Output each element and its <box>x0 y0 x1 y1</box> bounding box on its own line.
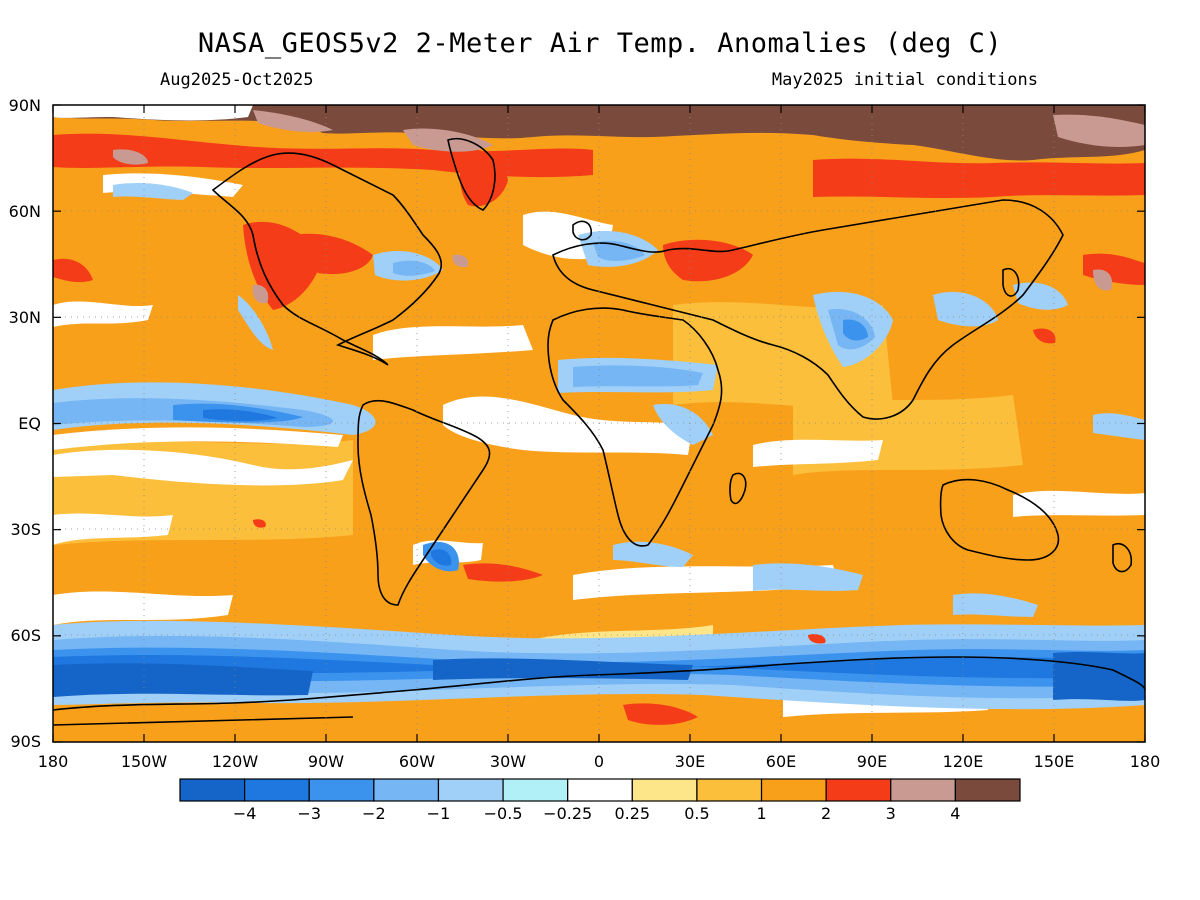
lat-labels: 90N 60N 30N EQ 30S 60S 90S <box>9 96 41 751</box>
coastlines <box>52 138 1146 726</box>
colorbar-swatch <box>825 778 892 802</box>
graticule <box>53 105 1145 742</box>
colorbar-label: −0.25 <box>543 804 592 823</box>
colorbar-swatch <box>244 778 310 802</box>
greenland-coast <box>447 138 496 211</box>
colorbar-label: −0.5 <box>484 804 523 823</box>
colorbar-label: 1 <box>756 804 766 823</box>
colorbar-swatch <box>308 778 375 802</box>
colorbar-boxes <box>179 778 1021 802</box>
extreme-regions <box>53 105 1145 304</box>
colorbar-swatch <box>567 778 633 802</box>
forecast-period: Aug2025-Oct2025 <box>160 70 314 90</box>
colorbar-swatch <box>890 778 956 802</box>
new-zealand-coast <box>1112 543 1133 573</box>
africa-coast <box>547 307 723 547</box>
lon-label: 30W <box>490 752 526 771</box>
lat-label: 90N <box>9 96 41 115</box>
lon-label: 150E <box>1034 752 1075 771</box>
lat-label: 30N <box>9 308 41 327</box>
japan-coast <box>1002 268 1020 297</box>
colorbar-label: 4 <box>950 804 960 823</box>
map-title: NASA_GEOS5v2 2-Meter Air Temp. Anomalies… <box>197 28 1003 59</box>
colorbar-swatch <box>760 778 827 802</box>
lon-labels: 180 150W 120W 90W 60W 30W 0 30E 60E 90E … <box>38 752 1161 771</box>
map-canvas: 180 150W 120W 90W 60W 30W 0 30E 60E 90E … <box>9 96 1161 771</box>
colorbar-swatch <box>179 778 246 802</box>
lon-label: 90E <box>857 752 887 771</box>
lon-label: 30E <box>675 752 705 771</box>
colorbar-label: 3 <box>886 804 896 823</box>
colorbar-label: −4 <box>233 804 257 823</box>
south-america-coast <box>357 400 491 606</box>
colorbar-label: −1 <box>427 804 451 823</box>
colorbar-swatch <box>631 778 698 802</box>
lat-label: 60S <box>10 626 41 645</box>
australia-coast <box>939 478 1060 561</box>
colorbar-swatch <box>696 778 763 802</box>
lat-label: 30S <box>10 520 41 539</box>
colorbar-swatch <box>954 778 1021 802</box>
madagascar-coast <box>729 472 747 505</box>
colorbar: −4 −3 −2 −1 −0.5 −0.25 0.25 0.5 1 2 3 4 <box>179 778 1021 823</box>
lon-label: 120W <box>212 752 259 771</box>
lon-label: 90W <box>308 752 344 771</box>
lon-label: 60E <box>766 752 796 771</box>
lon-label: 150W <box>121 752 168 771</box>
lat-label: 90S <box>10 732 41 751</box>
north-america-coast <box>211 152 443 366</box>
lon-label: 120E <box>943 752 984 771</box>
colorbar-label: −3 <box>297 804 321 823</box>
colorbar-label: 0.25 <box>614 804 650 823</box>
colorbar-label: 0.5 <box>684 804 709 823</box>
antarctica-coast <box>52 656 1146 726</box>
axis-ticks <box>52 104 1146 743</box>
lon-label: 180 <box>38 752 69 771</box>
eurasia-coast <box>552 199 1064 420</box>
lon-label: 0 <box>594 752 604 771</box>
initial-conditions: May2025 initial conditions <box>771 70 1038 90</box>
colorbar-labels: −4 −3 −2 −1 −0.5 −0.25 0.25 0.5 1 2 3 4 <box>233 804 961 823</box>
colorbar-swatch <box>437 778 504 802</box>
colorbar-label: −2 <box>362 804 386 823</box>
colorbar-swatch <box>502 778 569 802</box>
british-isles-coast <box>572 220 593 241</box>
lat-label: EQ <box>18 414 41 433</box>
colorbar-label: 2 <box>821 804 831 823</box>
colorbar-swatch <box>373 778 440 802</box>
anomaly-map: 180 150W 120W 90W 60W 30W 0 30E 60E 90E … <box>9 96 1161 771</box>
lon-label: 60W <box>399 752 435 771</box>
lat-label: 60N <box>9 202 41 221</box>
lon-label: 180 <box>1130 752 1161 771</box>
